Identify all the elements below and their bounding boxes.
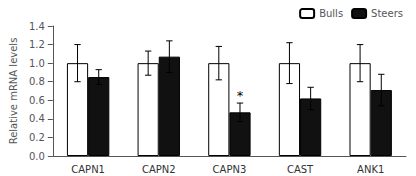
svg-text:1.4: 1.4 [29, 21, 45, 32]
svg-text:0.6: 0.6 [29, 95, 45, 106]
svg-text:Steers: Steers [371, 8, 403, 19]
svg-text:*: * [237, 88, 244, 103]
svg-text:CAPN2: CAPN2 [142, 164, 176, 175]
svg-text:CAPN3: CAPN3 [213, 164, 247, 175]
svg-text:0.2: 0.2 [29, 132, 45, 143]
svg-text:0.4: 0.4 [29, 113, 45, 124]
svg-text:1.2: 1.2 [29, 39, 45, 50]
svg-text:0.8: 0.8 [29, 76, 45, 87]
svg-text:CAST: CAST [287, 164, 314, 175]
svg-text:Bulls: Bulls [319, 8, 343, 19]
svg-text:1.0: 1.0 [29, 58, 45, 69]
svg-text:Relative mRNA levels: Relative mRNA levels [8, 38, 19, 145]
svg-text:CAPN1: CAPN1 [71, 164, 105, 175]
svg-text:ANK1: ANK1 [357, 164, 384, 175]
svg-text:0.0: 0.0 [29, 151, 45, 162]
